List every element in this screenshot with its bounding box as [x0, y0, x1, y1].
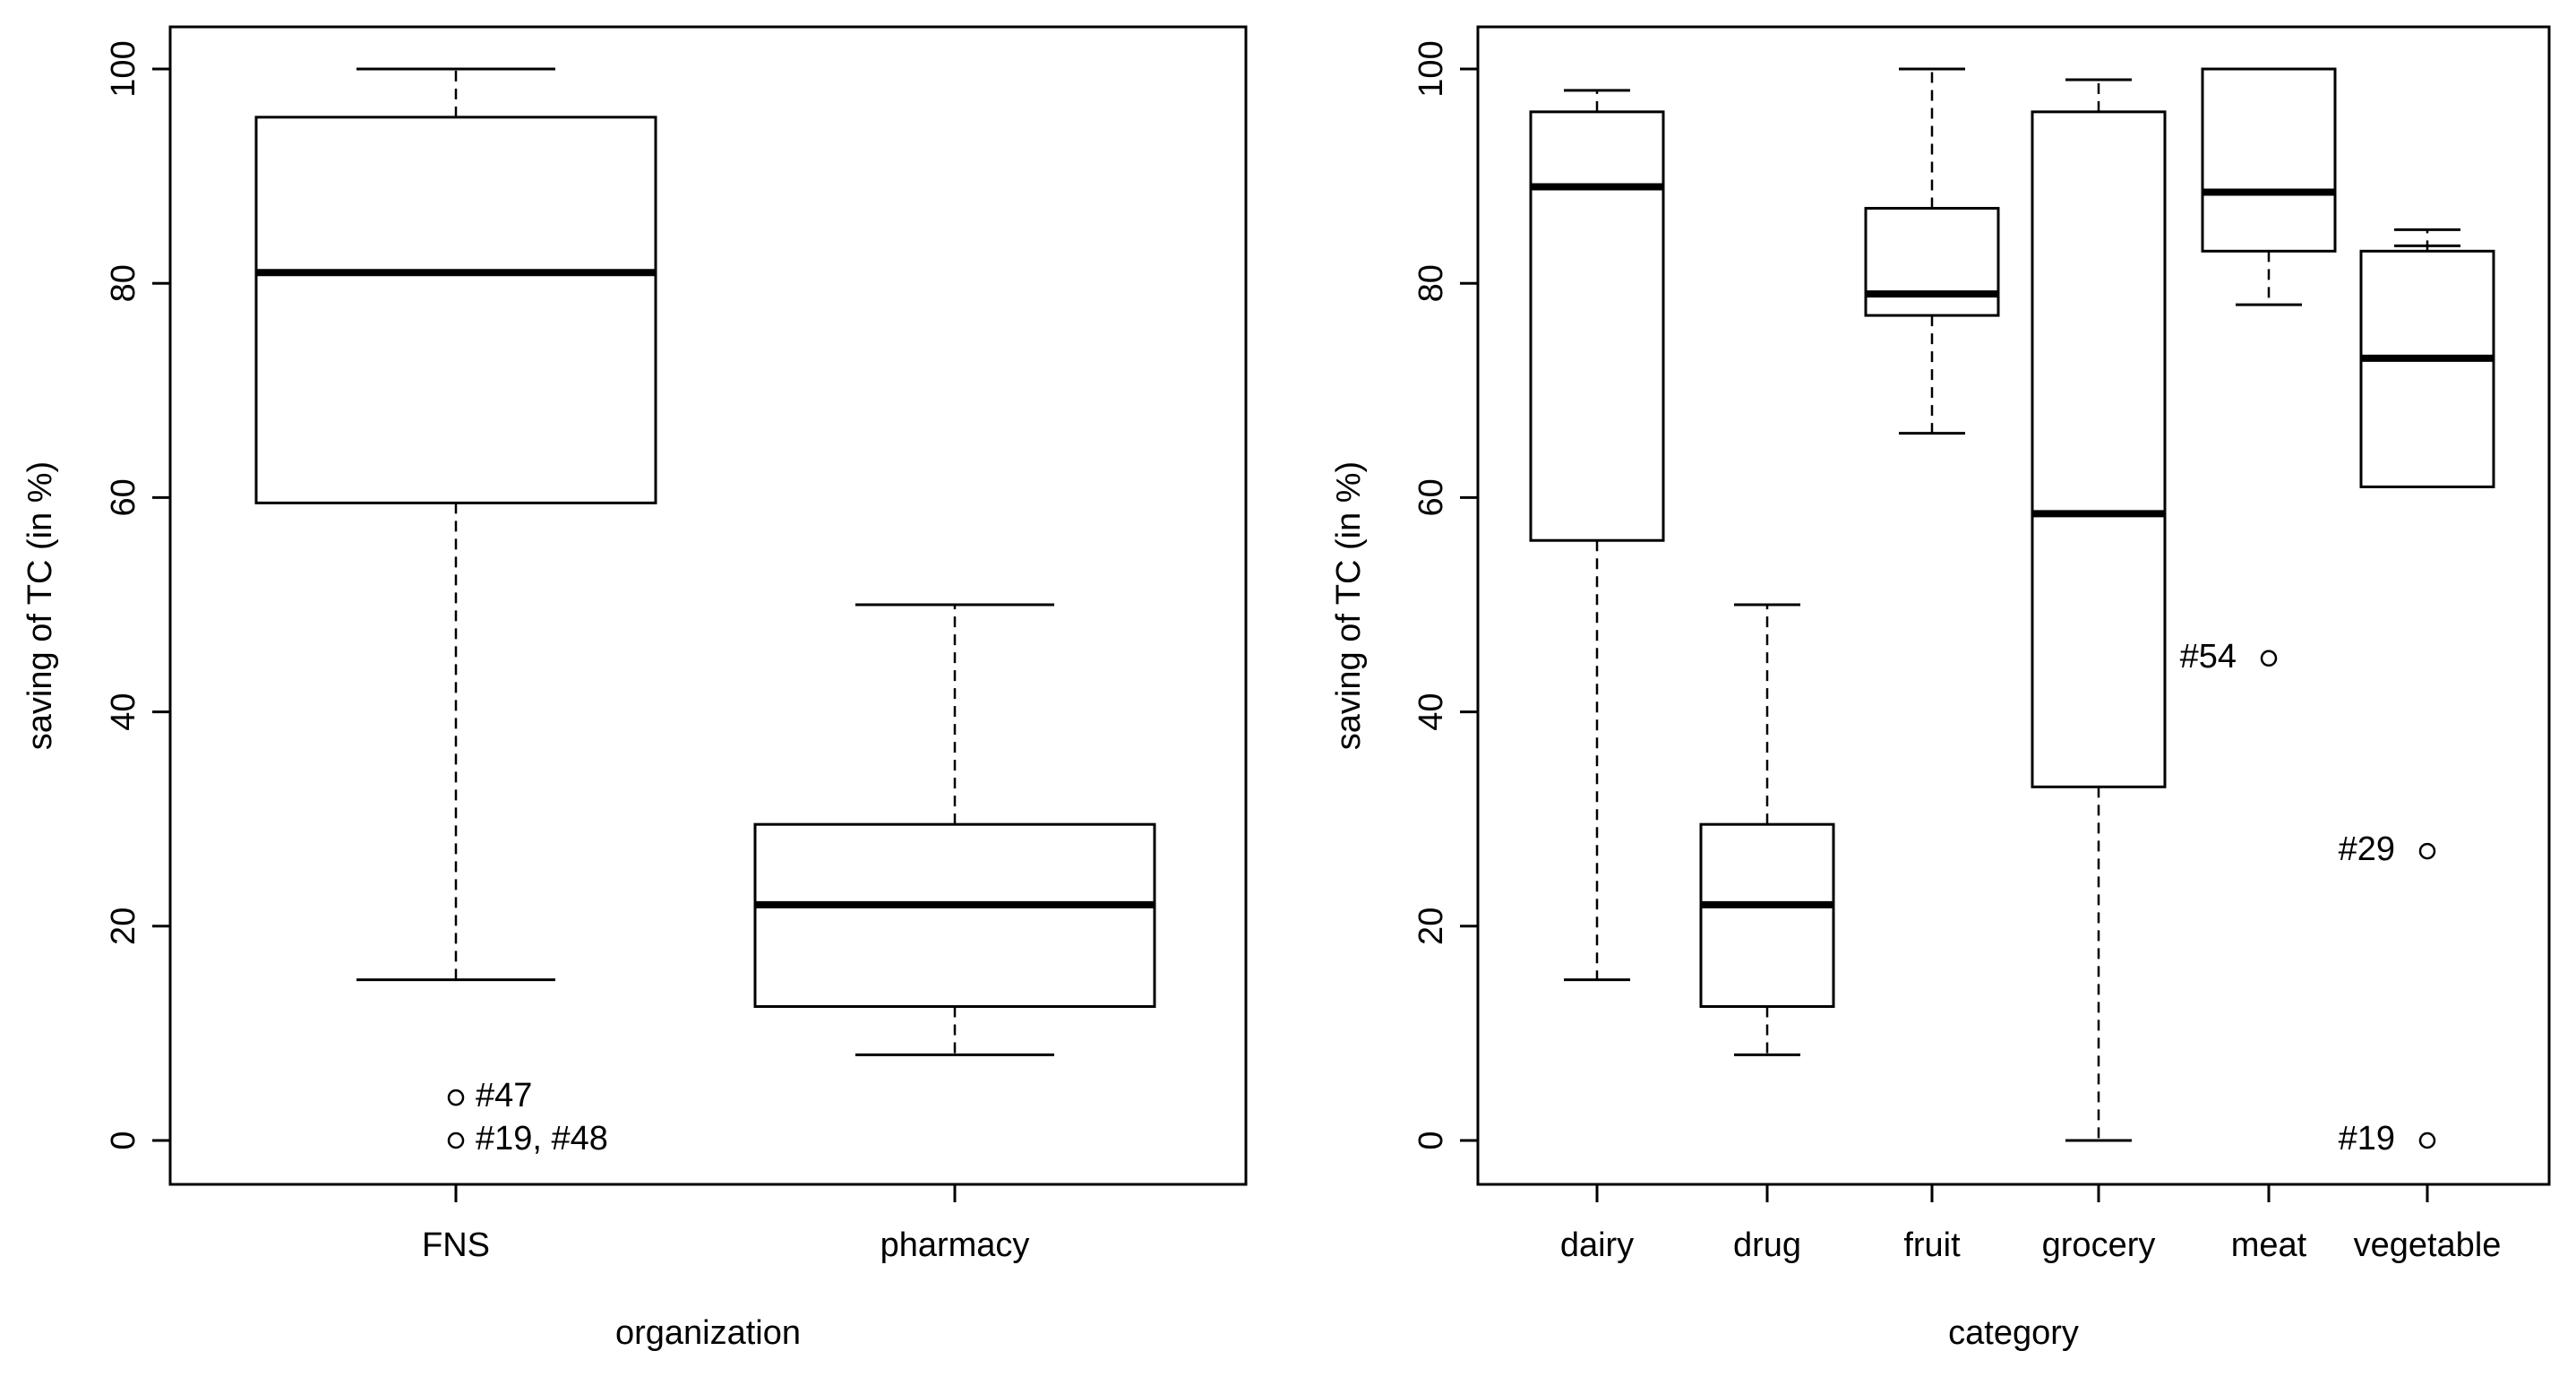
y-tick-label: 60: [1413, 478, 1450, 516]
outlier-point: [447, 1132, 465, 1149]
y-tick-label: 100: [105, 40, 142, 97]
plot-frame: [168, 25, 1248, 1186]
box-drug: drug: [1699, 603, 1835, 1264]
iqr-box: [1699, 822, 1835, 1008]
outlier-label: #54: [2180, 638, 2237, 675]
x-tick-label: pharmacy: [880, 1226, 1030, 1264]
y-tick-label: 40: [105, 693, 142, 730]
y-tick-label: 40: [1413, 693, 1450, 730]
y-tick-label: 80: [105, 264, 142, 302]
box-grocery: grocery: [2031, 78, 2167, 1264]
outlier-point: [2260, 650, 2278, 667]
outlier-label: #47: [476, 1077, 532, 1114]
iqr-box: [2031, 110, 2167, 788]
x-tick-label: fruit: [1903, 1226, 1961, 1264]
x-axis-title: category: [1948, 1314, 2079, 1352]
box-fns: FNS #47 #19, #48: [254, 67, 657, 1264]
y-tick-label: 20: [1413, 908, 1450, 945]
box-dairy: dairy: [1529, 89, 1665, 1264]
y-tick-label: 0: [105, 1131, 142, 1149]
outlier-label: #19: [2339, 1120, 2395, 1157]
x-tick-label: drug: [1733, 1226, 1801, 1264]
y-tick-label: 80: [1413, 264, 1450, 302]
y-axis-title: saving of TC (in %): [21, 461, 59, 750]
iqr-box: [1529, 110, 1665, 542]
y-axis-title: saving of TC (in %): [1330, 461, 1368, 750]
y-tick-label: 0: [1413, 1131, 1450, 1149]
x-axis-title: organization: [615, 1314, 801, 1352]
x-tick-label: FNS: [422, 1226, 490, 1264]
x-tick-label: vegetable: [2354, 1226, 2502, 1264]
outlier-point: [2418, 1132, 2436, 1149]
x-tick-label: dairy: [1560, 1226, 1634, 1264]
category-boxplot-panel: 0 20 40 60 80 100 saving of TC (in %) category d…: [1330, 25, 2551, 1352]
y-tick-label: 100: [1413, 40, 1450, 97]
organization-boxplot-panel: 0 20 40 60 80 100 saving of TC (in %) organizat…: [21, 25, 1248, 1352]
y-tick-label: 60: [105, 478, 142, 516]
x-tick-label: meat: [2231, 1226, 2307, 1264]
outlier-label: #19, #48: [476, 1120, 608, 1157]
y-tick-label: 20: [105, 908, 142, 945]
x-tick-label: grocery: [2042, 1226, 2156, 1264]
box-pharmacy: pharmacy: [753, 603, 1156, 1264]
iqr-box: [254, 116, 657, 504]
box-vegetable: vegetable #29 #19: [2339, 228, 2502, 1264]
iqr-box: [1864, 206, 2000, 317]
plot-frame: [1476, 25, 2551, 1186]
outlier-point: [2418, 842, 2436, 860]
iqr-box: [753, 822, 1156, 1008]
iqr-box: [2359, 249, 2495, 488]
iqr-box: [2201, 67, 2337, 253]
outlier-point: [447, 1089, 465, 1106]
outlier-label: #29: [2339, 830, 2395, 868]
box-fruit: fruit: [1864, 67, 2000, 1264]
box-meat: meat #54: [2180, 67, 2337, 1264]
